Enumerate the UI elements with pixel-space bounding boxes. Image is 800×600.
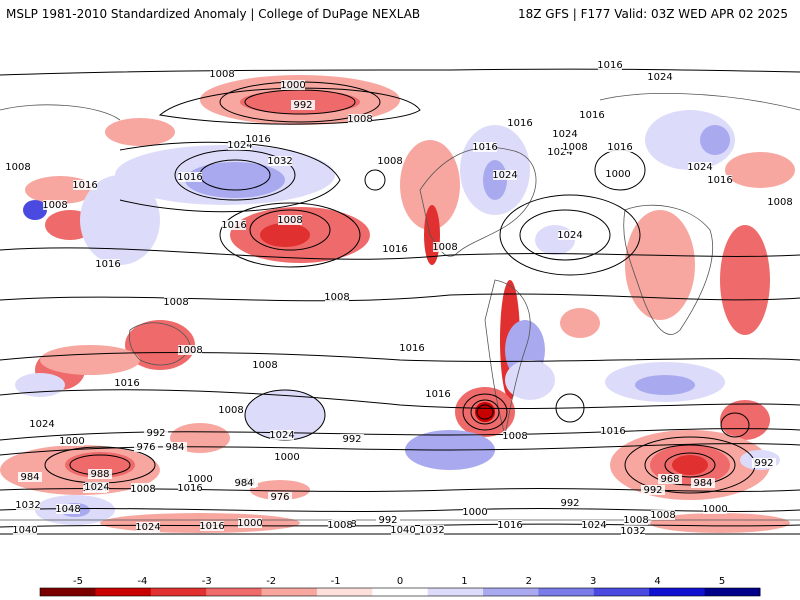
colorbar-tick-label: 3 [590, 576, 596, 587]
colorbar-segment [538, 588, 595, 596]
colorbar-segment [206, 588, 263, 596]
colorbar-segment [372, 588, 429, 596]
colorbar-segment [649, 588, 706, 596]
colorbar-tick-label: 0 [397, 576, 403, 587]
colorbar-tick-label: -2 [266, 576, 276, 587]
colorbar-tick-label: -3 [202, 576, 212, 587]
colorbar-tick-label: 1 [461, 576, 467, 587]
colorbar-segment [427, 588, 484, 596]
colorbar-segment [316, 588, 373, 596]
colorbar-tick-label: 5 [719, 576, 725, 587]
colorbar-segment [704, 588, 761, 596]
header: MSLP 1981-2010 Standardized Anomaly | Co… [0, 0, 800, 30]
colorbar-segment [95, 588, 152, 596]
colorbar-segment [593, 588, 650, 596]
title-left: MSLP 1981-2010 Standardized Anomaly | Co… [6, 7, 421, 21]
colorbar-ticks: -5 -4 -3 -2 -1 0 1 2 3 4 5 [73, 576, 725, 587]
colorbar: -5 -4 -3 -2 -1 0 1 2 3 4 5 [39, 576, 761, 597]
coastlines [0, 93, 800, 521]
colorbar-tick-label: 2 [526, 576, 532, 587]
colorbar-segments [39, 587, 761, 597]
anomaly-map [0, 40, 800, 540]
colorbar-tick-label: -5 [73, 576, 83, 587]
colorbar-segment [150, 588, 207, 596]
colorbar-tick-label: 4 [654, 576, 660, 587]
colorbar-outline [39, 587, 761, 597]
colorbar-segment [483, 588, 539, 596]
colorbar-tick-label: -4 [137, 576, 147, 587]
colorbar-segment [261, 588, 318, 596]
colorbar-tick-label: -1 [331, 576, 341, 587]
title-right: 18Z GFS | F177 Valid: 03Z WED APR 02 202… [517, 7, 788, 21]
colorbar-segment [40, 588, 96, 596]
